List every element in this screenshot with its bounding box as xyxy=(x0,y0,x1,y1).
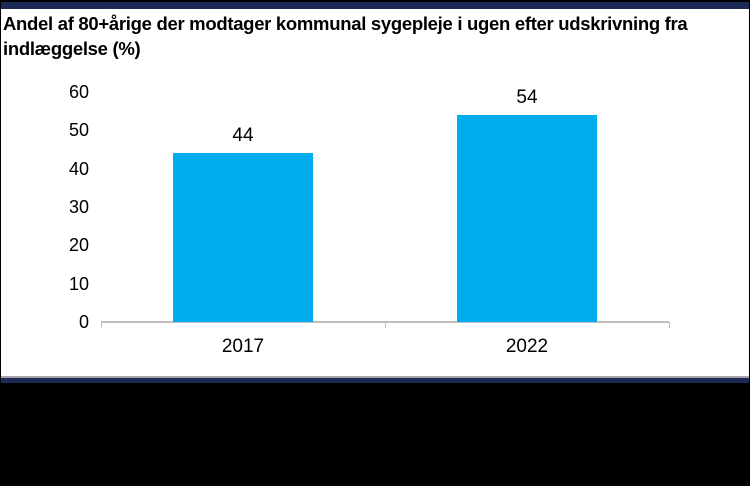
chart-title-line1: Andel af 80+årige der modtager kommunal … xyxy=(3,13,688,34)
bar-value-label: 54 xyxy=(516,87,538,108)
bar-value-label: 44 xyxy=(232,125,254,146)
top-accent-bar xyxy=(1,2,749,9)
bottom-black-panel xyxy=(1,383,749,486)
y-axis-tick-label: 40 xyxy=(68,158,89,179)
bottom-separator-line xyxy=(1,376,749,378)
y-axis-tick-label: 10 xyxy=(68,273,89,294)
y-axis-tick-label: 60 xyxy=(68,82,89,102)
x-axis-tick xyxy=(669,322,670,328)
y-axis-tick-label: 30 xyxy=(68,197,89,217)
bar-2017 xyxy=(173,153,313,322)
x-axis-tick xyxy=(101,322,102,328)
y-axis-tick-label: 50 xyxy=(68,120,89,141)
top-black-line xyxy=(1,0,749,2)
bar-2022 xyxy=(457,115,597,322)
x-axis-label: 2022 xyxy=(505,336,549,357)
y-axis-tick-label: 20 xyxy=(68,235,89,256)
x-axis-tick xyxy=(385,322,386,328)
chart-title: Andel af 80+årige der modtager kommunal … xyxy=(3,11,748,61)
chart-title-line2: indlæggelse (%) xyxy=(3,38,141,59)
bottom-accent-bar xyxy=(1,378,749,383)
y-axis-tick-label: 0 xyxy=(78,312,89,332)
x-axis-label: 2017 xyxy=(221,336,265,357)
